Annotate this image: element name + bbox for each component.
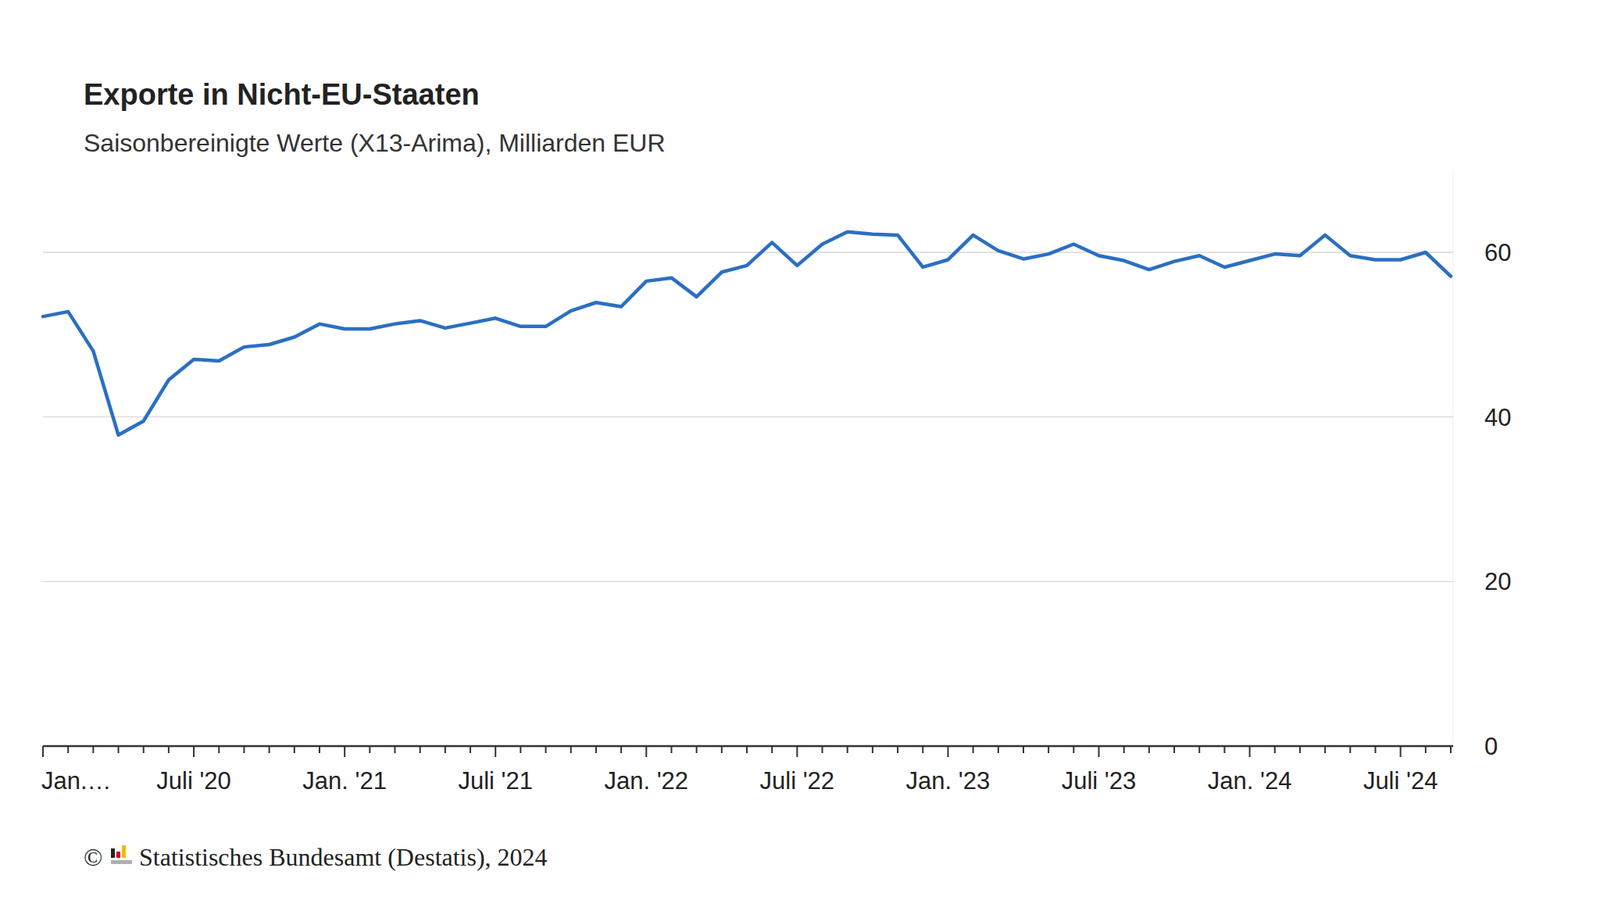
x-tick	[1274, 746, 1276, 754]
x-tick	[1072, 746, 1075, 754]
x-tick	[670, 746, 672, 754]
x-tick	[1299, 746, 1301, 754]
x-tick	[746, 746, 748, 754]
x-tick	[1223, 746, 1225, 754]
x-tick	[343, 746, 346, 758]
x-tick-label: Jan. '21	[302, 767, 387, 795]
x-tick	[192, 746, 195, 758]
x-tick	[444, 746, 447, 754]
x-tick	[1249, 746, 1251, 758]
x-tick	[318, 746, 321, 754]
x-tick	[771, 746, 773, 754]
x-tick	[921, 746, 924, 754]
x-tick-label: Jan. '22	[603, 767, 689, 795]
subtitle: Saisonbereinigte Werte (X13-Arima), Mill…	[83, 128, 666, 158]
x-tick	[1400, 746, 1402, 758]
x-tick-label: Jan.…	[41, 767, 112, 795]
x-tick	[293, 746, 296, 754]
x-tick-label: Juli '20	[156, 767, 232, 795]
chart: Exporte in Nicht-EU-Staaten Saisonbereini…	[0, 0, 1600, 900]
grid-line	[42, 251, 1454, 253]
x-tick	[1324, 746, 1326, 754]
x-tick	[972, 746, 975, 754]
x-tick	[92, 746, 94, 754]
x-tick	[946, 746, 949, 758]
x-tick	[469, 746, 472, 754]
y-tick-label: 0	[1484, 732, 1498, 761]
x-tick	[545, 746, 547, 754]
x-tick	[570, 746, 572, 754]
line-series: Exporte in Nicht-EU-Staaten	[42, 232, 1451, 436]
x-tick	[620, 746, 622, 754]
y-tick-label: 20	[1484, 567, 1511, 596]
x-tick	[595, 746, 597, 754]
x-tick	[1022, 746, 1025, 754]
x-tick	[117, 746, 120, 754]
x-tick	[1173, 746, 1175, 754]
x-tick	[645, 746, 647, 758]
x-tick	[419, 746, 422, 754]
x-tick	[1198, 746, 1200, 754]
x-tick	[42, 746, 44, 758]
title: Exporte in Nicht-EU-Staaten	[83, 78, 480, 111]
x-tick-label: Jan. '23	[906, 767, 991, 795]
x-tick	[1450, 746, 1452, 754]
x-tick	[142, 746, 145, 754]
x-tick	[519, 746, 522, 754]
x-tick	[821, 746, 824, 754]
x-axis	[42, 745, 1454, 748]
y-tick-label: 40	[1484, 403, 1511, 432]
x-tick	[242, 746, 245, 754]
x-tick	[696, 746, 698, 754]
x-tick-label: Jan. '24	[1207, 767, 1293, 795]
x-tick-label: Juli '24	[1363, 767, 1439, 795]
x-tick	[796, 746, 798, 758]
x-tick	[217, 746, 220, 754]
credit-symbol: ©	[83, 842, 103, 872]
y-tick-label: 60	[1484, 239, 1511, 267]
x-tick	[394, 746, 397, 754]
range-line	[1453, 170, 1454, 747]
x-tick	[997, 746, 1000, 754]
x-tick	[1098, 746, 1100, 758]
x-tick	[896, 746, 899, 754]
x-tick	[268, 746, 271, 754]
x-tick	[846, 746, 849, 754]
x-tick	[167, 746, 170, 754]
x-tick	[67, 746, 69, 754]
x-tick	[1349, 746, 1351, 754]
plot-area: Exporte in Nicht-EU-Staaten	[42, 232, 1451, 436]
x-tick-label: Juli '23	[1061, 767, 1137, 795]
x-tick	[721, 746, 723, 754]
x-tick	[871, 746, 874, 754]
x-tick	[368, 746, 371, 754]
x-tick	[1047, 746, 1050, 754]
x-tick	[1425, 746, 1427, 754]
credit: Statistisches Bundesamt (Destatis), 2024	[139, 842, 548, 872]
grid-line	[42, 416, 1454, 418]
grid-line	[42, 581, 1454, 583]
logo	[110, 845, 133, 865]
x-tick-label: Juli '22	[760, 767, 836, 795]
x-tick	[1148, 746, 1150, 754]
x-tick	[1123, 746, 1125, 754]
x-tick	[494, 746, 497, 758]
x-tick	[1374, 746, 1376, 754]
x-tick-label: Juli '21	[457, 767, 533, 795]
